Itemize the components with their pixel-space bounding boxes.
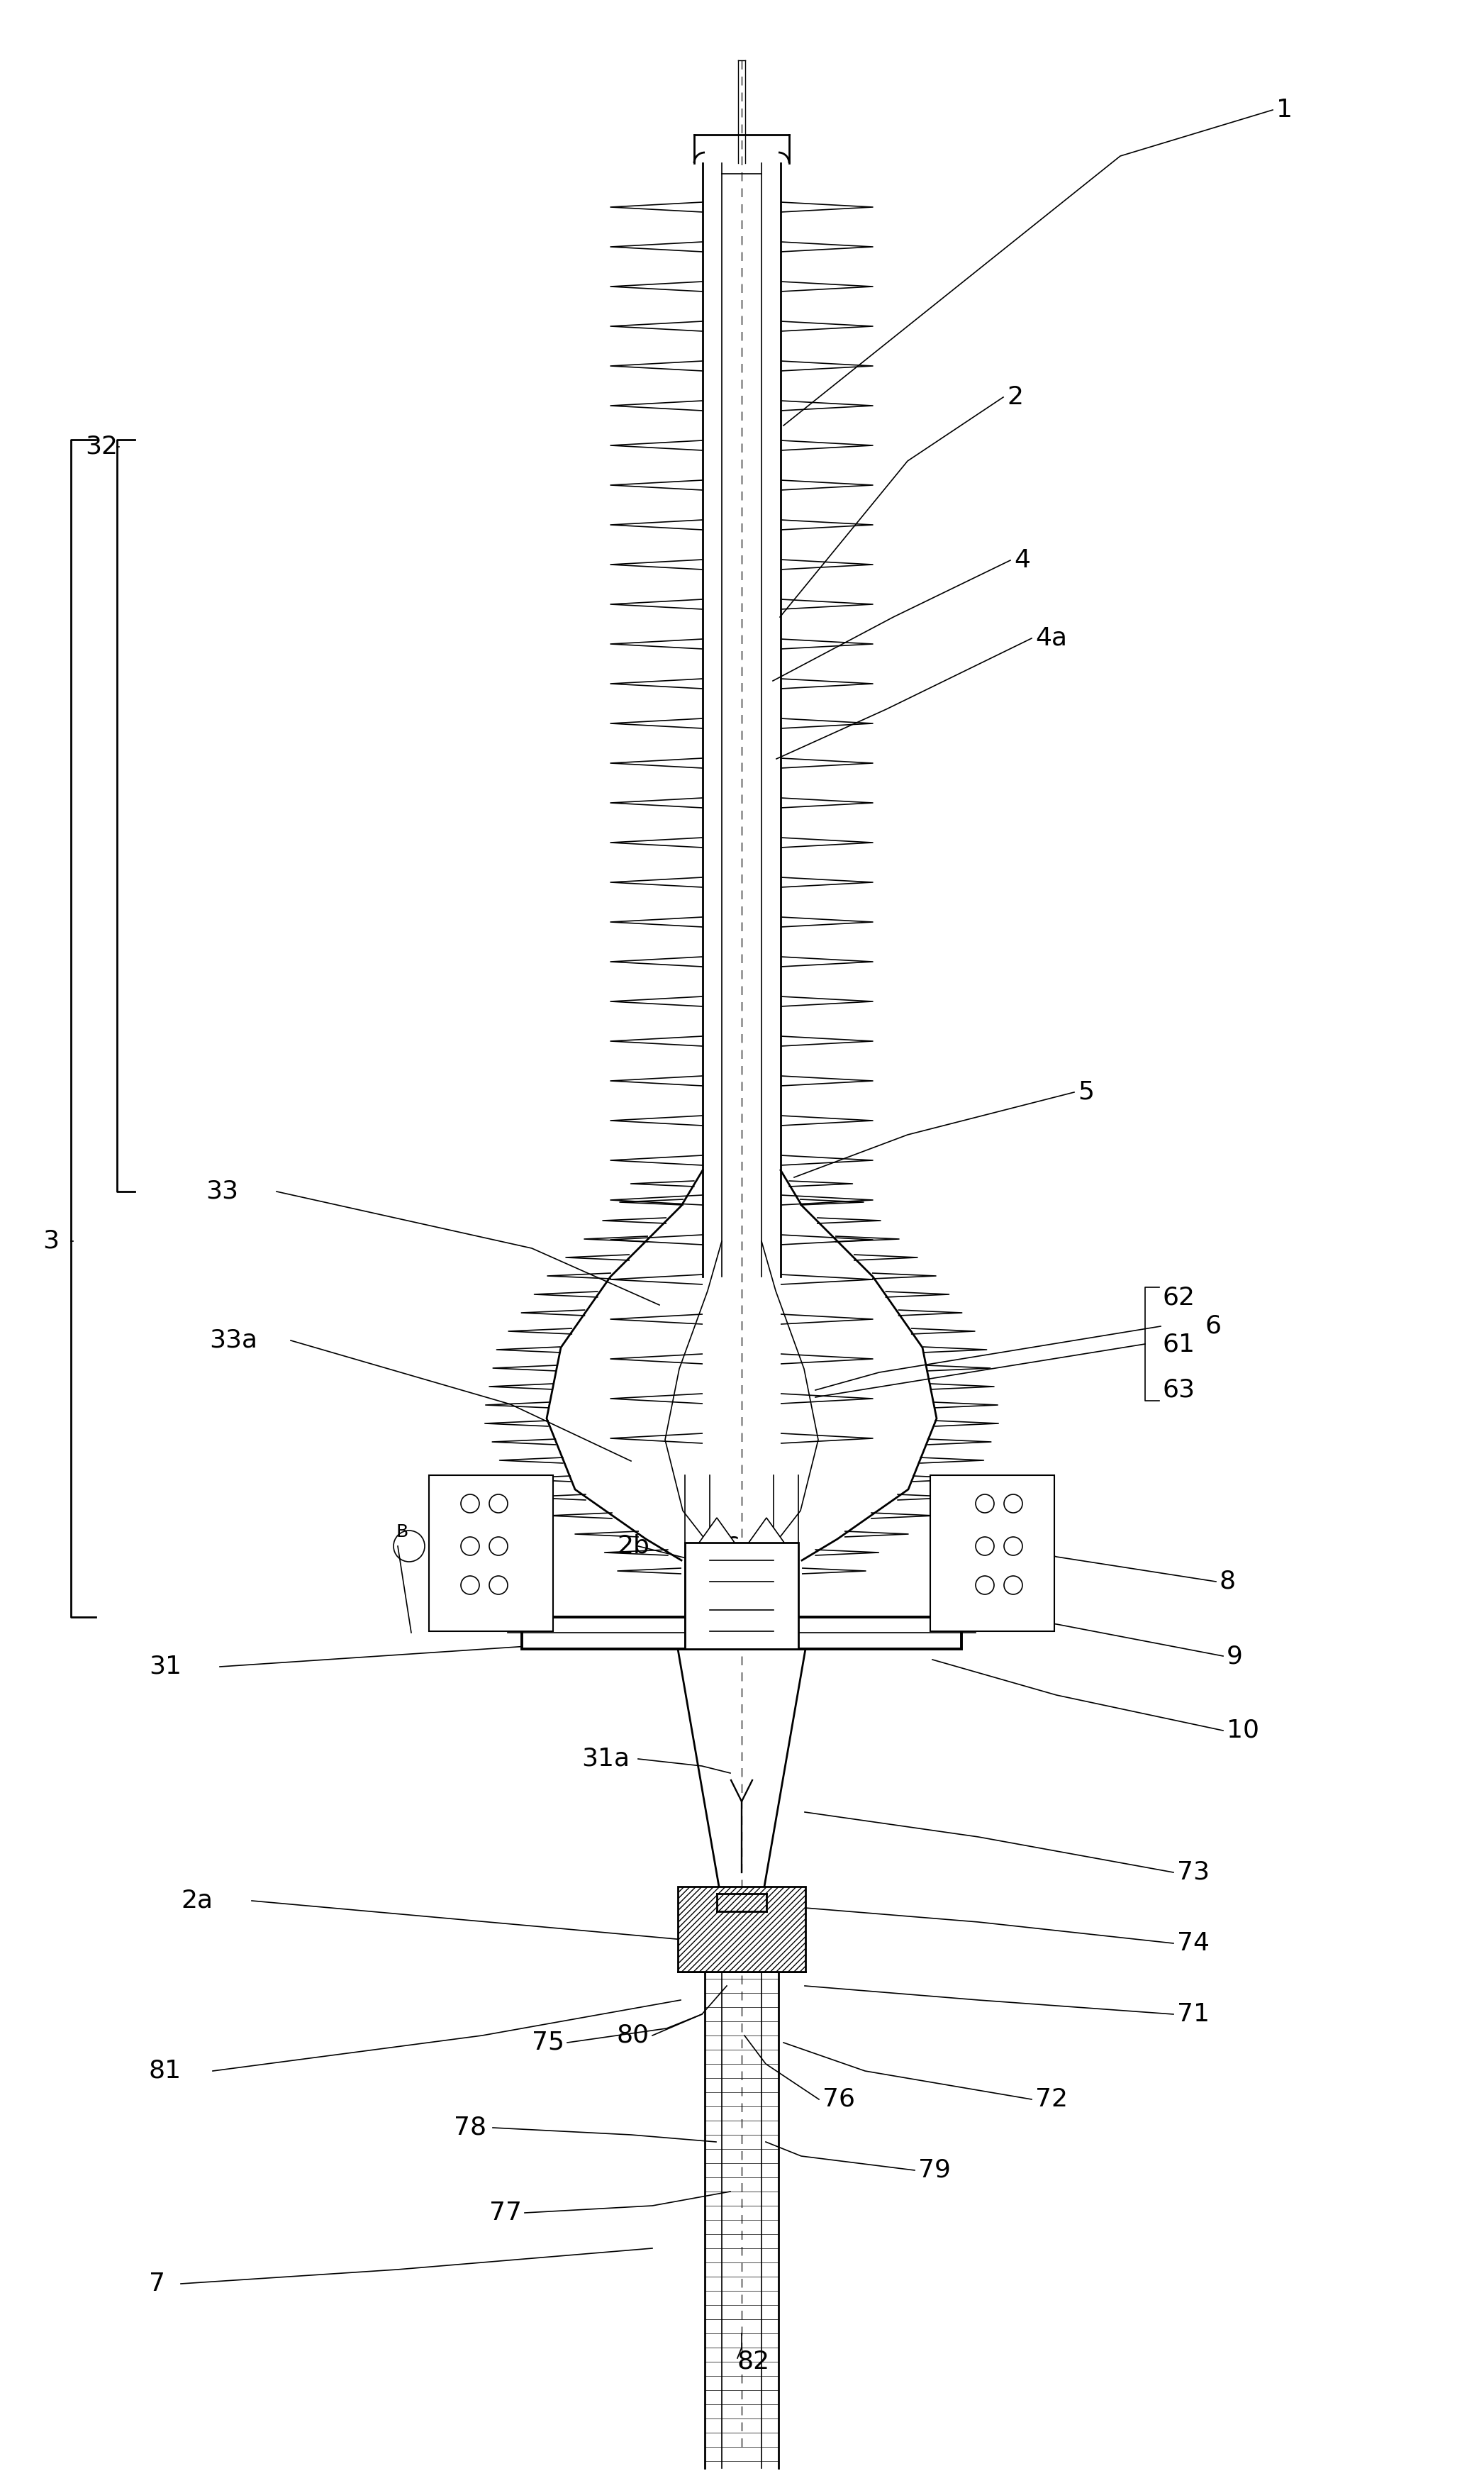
Text: 31a: 31a bbox=[582, 1747, 629, 1771]
Text: B: B bbox=[396, 1523, 408, 1540]
Circle shape bbox=[1005, 1538, 1022, 1555]
Text: 61: 61 bbox=[1163, 1331, 1196, 1356]
Circle shape bbox=[975, 1575, 994, 1595]
Text: 71: 71 bbox=[1177, 2003, 1209, 2025]
Text: 33: 33 bbox=[206, 1179, 239, 1204]
Circle shape bbox=[975, 1495, 994, 1513]
Text: 2b: 2b bbox=[617, 1535, 650, 1557]
Text: 6: 6 bbox=[1205, 1314, 1221, 1339]
Text: 79: 79 bbox=[919, 2157, 951, 2182]
Circle shape bbox=[490, 1575, 508, 1595]
Text: 82: 82 bbox=[738, 2349, 770, 2374]
Text: 2c: 2c bbox=[709, 1530, 739, 1555]
Text: 2: 2 bbox=[1006, 386, 1022, 408]
Text: 77: 77 bbox=[490, 2202, 522, 2224]
Text: 7: 7 bbox=[148, 2272, 165, 2296]
Text: 62: 62 bbox=[1163, 1286, 1196, 1311]
Text: 32: 32 bbox=[85, 435, 117, 458]
Text: 4a: 4a bbox=[1036, 627, 1067, 649]
Text: 4: 4 bbox=[1014, 547, 1030, 572]
Circle shape bbox=[1005, 1575, 1022, 1595]
Circle shape bbox=[490, 1538, 508, 1555]
Circle shape bbox=[462, 1575, 479, 1595]
Circle shape bbox=[462, 1538, 479, 1555]
Text: 3: 3 bbox=[43, 1229, 59, 1254]
Text: 75: 75 bbox=[531, 2030, 564, 2055]
Polygon shape bbox=[699, 1518, 735, 1543]
Text: 74: 74 bbox=[1177, 1931, 1209, 1956]
Polygon shape bbox=[749, 1518, 784, 1543]
Text: 78: 78 bbox=[454, 2115, 487, 2140]
Text: 5: 5 bbox=[1077, 1080, 1094, 1105]
Text: 10: 10 bbox=[1227, 1719, 1260, 1742]
Bar bbox=[678, 1886, 806, 1970]
Text: 72: 72 bbox=[1036, 2087, 1068, 2112]
Text: 80: 80 bbox=[617, 2023, 650, 2048]
Circle shape bbox=[462, 1495, 479, 1513]
Circle shape bbox=[490, 1495, 508, 1513]
Bar bbox=[686, 1543, 798, 1650]
Text: 33a: 33a bbox=[209, 1329, 257, 1353]
Circle shape bbox=[975, 1538, 994, 1555]
Text: 73: 73 bbox=[1177, 1861, 1209, 1883]
Text: 31: 31 bbox=[148, 1655, 181, 1679]
Bar bbox=[522, 1617, 962, 1650]
Bar bbox=[429, 1475, 554, 1632]
Circle shape bbox=[1005, 1495, 1022, 1513]
Text: 8: 8 bbox=[1220, 1570, 1236, 1595]
Bar bbox=[930, 1475, 1054, 1632]
Text: 1: 1 bbox=[1276, 97, 1293, 122]
Text: 63: 63 bbox=[1163, 1378, 1196, 1403]
Text: 9: 9 bbox=[1227, 1645, 1242, 1667]
Text: 2a: 2a bbox=[181, 1888, 212, 1913]
Text: 81: 81 bbox=[148, 2060, 181, 2082]
Text: 76: 76 bbox=[822, 2087, 855, 2112]
